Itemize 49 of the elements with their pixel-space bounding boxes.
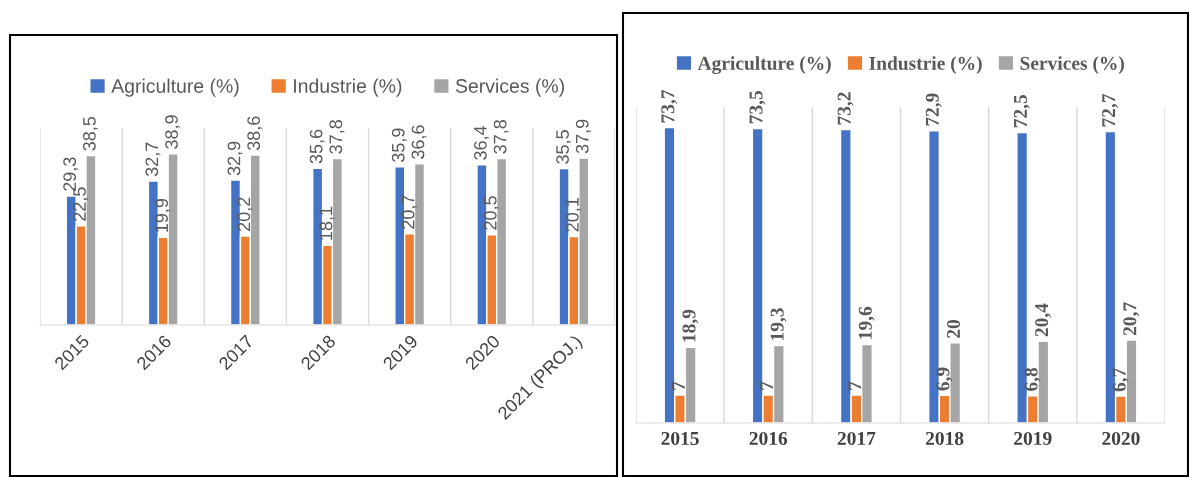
data-label: 20,2 <box>237 197 253 231</box>
data-label: 38,5 <box>82 116 98 151</box>
data-label: 18,1 <box>319 206 335 240</box>
data-label: 38,6 <box>247 116 263 151</box>
data-label: 6,8 <box>1024 367 1041 391</box>
data-label: 36,4 <box>473 125 489 160</box>
data-label: 36,6 <box>411 125 427 159</box>
legend-label: Industrie (%) <box>869 56 982 74</box>
x-tick-label: 2020 <box>1102 431 1140 446</box>
data-label: 7 <box>672 381 685 390</box>
data-label: 73,7 <box>661 89 678 123</box>
data-label: 19,6 <box>858 306 875 339</box>
data-label: 35,6 <box>309 129 325 164</box>
data-label: 32,7 <box>145 142 161 177</box>
x-tick-label: 2016 <box>749 431 788 446</box>
x-tick-label: 2019 <box>1014 431 1052 446</box>
legend-label: Agriculture (%) <box>697 56 831 74</box>
data-label: 20,1 <box>565 198 581 232</box>
x-tick-label: 2015 <box>661 431 699 446</box>
data-label: 35,9 <box>391 128 407 163</box>
data-label: 72,7 <box>1102 93 1119 127</box>
data-label: 20,4 <box>1035 303 1052 337</box>
data-label: 32,9 <box>227 141 243 176</box>
data-label: 18,9 <box>682 309 699 342</box>
data-label: 37,8 <box>493 120 509 154</box>
data-label: 35,5 <box>556 130 572 164</box>
data-label: 7 <box>760 381 773 390</box>
data-label: 20,5 <box>483 196 499 230</box>
legend-label: Agriculture (%) <box>111 78 239 97</box>
legend-label: Services (%) <box>1020 56 1124 74</box>
data-label: 7 <box>848 381 862 390</box>
data-label: 6,9 <box>936 367 953 391</box>
data-label: 19,3 <box>770 308 787 340</box>
x-tick-label: 2017 <box>837 431 876 446</box>
data-label: 20 <box>946 319 961 338</box>
legend-label: Services (%) <box>455 78 564 97</box>
data-label: 73,2 <box>837 92 854 125</box>
data-label: 73,5 <box>749 90 766 124</box>
data-label: 72,9 <box>925 93 942 126</box>
data-label: 38,9 <box>165 115 181 149</box>
data-label: 20,7 <box>1123 302 1140 336</box>
data-label: 19,9 <box>155 198 171 232</box>
data-label: 37,9 <box>575 119 591 154</box>
data-label: 72,5 <box>1013 95 1030 128</box>
data-label: 6,7 <box>1112 368 1129 392</box>
data-label: 37,8 <box>329 120 345 154</box>
data-label: 20,7 <box>401 195 417 229</box>
x-tick-label: 2018 <box>925 431 964 446</box>
legend-label: Industrie (%) <box>294 78 402 97</box>
